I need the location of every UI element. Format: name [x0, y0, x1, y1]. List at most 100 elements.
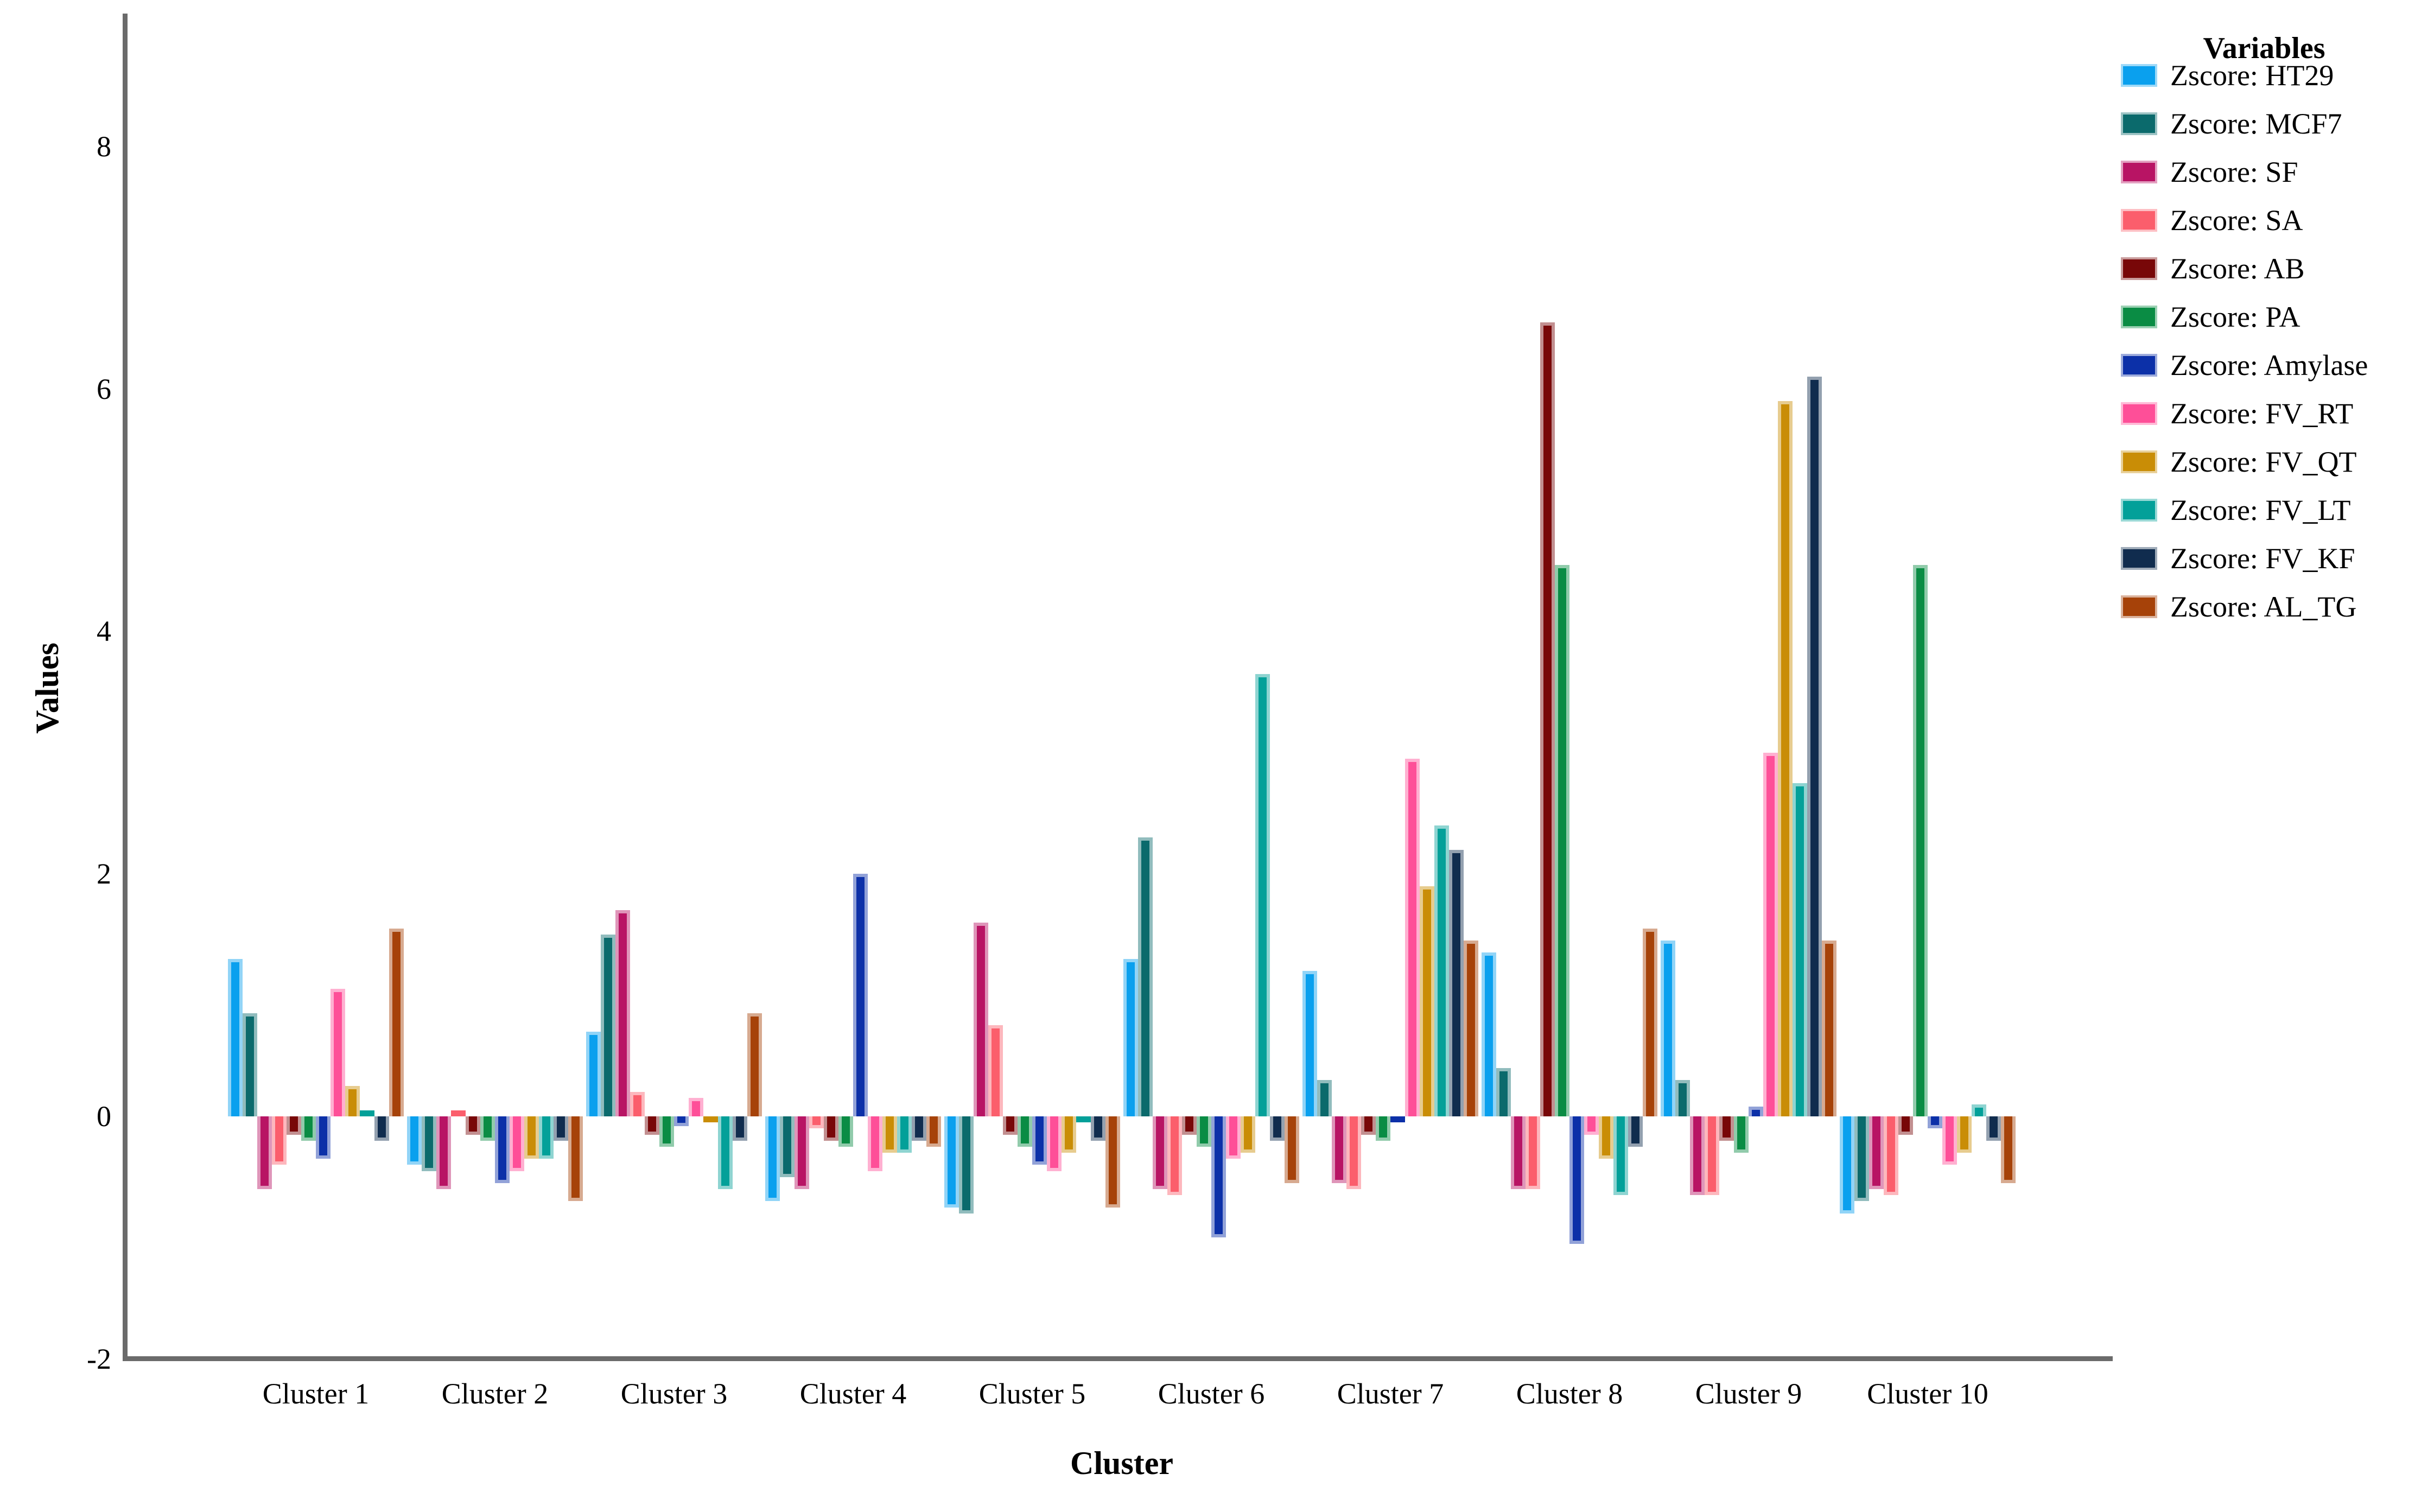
bar [1018, 1116, 1032, 1147]
bar [1105, 1116, 1120, 1208]
bar [1211, 1116, 1226, 1238]
bar [1928, 1116, 1942, 1129]
bar [1719, 1116, 1734, 1141]
bar [568, 1116, 583, 1202]
bar [1464, 941, 1478, 1116]
bar [1405, 758, 1420, 1116]
bar [287, 1116, 301, 1135]
x-tick-label: Cluster 1 [262, 1377, 370, 1410]
bar [495, 1116, 510, 1183]
bar [1555, 564, 1569, 1116]
bar [853, 874, 868, 1116]
bar [1913, 564, 1928, 1116]
bar [1153, 1116, 1167, 1190]
x-axis-title: Cluster [1070, 1445, 1173, 1481]
bar [1840, 1116, 1854, 1214]
bar [360, 1110, 374, 1116]
bar [2001, 1116, 2016, 1183]
bar [1705, 1116, 1719, 1196]
bar [1496, 1068, 1511, 1116]
y-tick-label: 8 [97, 130, 111, 163]
legend-label: Zscore: AB [2170, 252, 2305, 285]
legend-swatch-icon [2121, 595, 2157, 618]
bar [539, 1116, 554, 1159]
bar [316, 1116, 331, 1159]
bar [1661, 941, 1675, 1116]
x-tick-label: Cluster 10 [1867, 1377, 1988, 1410]
bar [407, 1116, 422, 1165]
bar [1003, 1116, 1018, 1135]
x-tick-label: Cluster 6 [1158, 1377, 1265, 1410]
bar [1346, 1116, 1361, 1190]
bar [703, 1116, 718, 1123]
bar [1361, 1116, 1376, 1135]
bar [1241, 1116, 1255, 1153]
bar [1285, 1116, 1299, 1183]
bar [1613, 1116, 1628, 1196]
bar [554, 1116, 568, 1141]
x-tick-label: Cluster 9 [1695, 1377, 1802, 1410]
bar [1675, 1079, 1690, 1116]
x-tick-label: Cluster 3 [620, 1377, 728, 1410]
legend-label: Zscore: FV_QT [2170, 446, 2357, 478]
bar [586, 1031, 601, 1116]
bar [1270, 1116, 1285, 1141]
legend-item: Zscore: HT29 [2121, 61, 2368, 90]
bar [389, 928, 404, 1116]
legend-items: Zscore: HT29 Zscore: MCF7 Zscore: SF Zscore… [2121, 61, 2368, 623]
bar [838, 1116, 853, 1147]
legend-swatch-icon [2121, 64, 2157, 87]
y-tick-label: 2 [97, 857, 111, 891]
y-axis-title: Values [29, 643, 65, 734]
legend-item: Zscore: SA [2121, 206, 2368, 235]
bar [1076, 1116, 1091, 1123]
bar [1584, 1116, 1599, 1135]
bar [1317, 1079, 1332, 1116]
bar [510, 1116, 524, 1171]
bar [1255, 674, 1270, 1116]
bar [1869, 1116, 1884, 1190]
bar [1390, 1116, 1405, 1123]
bar [645, 1116, 659, 1135]
bar [1569, 1116, 1584, 1244]
bar [1793, 783, 1807, 1116]
bar [1482, 952, 1496, 1116]
bar [1972, 1104, 1986, 1116]
bar [228, 958, 243, 1116]
bar [689, 1098, 703, 1116]
bar [345, 1086, 360, 1116]
bar [1599, 1116, 1613, 1159]
legend-item: Zscore: AB [2121, 252, 2368, 285]
bar [1138, 837, 1153, 1116]
bar [1957, 1116, 1972, 1153]
legend-item: Zscore: FV_RT [2121, 399, 2368, 428]
bar [272, 1116, 287, 1165]
bar [1376, 1116, 1390, 1141]
bar [630, 1092, 645, 1116]
bar [765, 1116, 780, 1202]
bar [436, 1116, 451, 1190]
x-tick-label: Cluster 2 [441, 1377, 549, 1410]
bar [1032, 1116, 1047, 1165]
legend-swatch-icon [2121, 402, 2157, 425]
bar [780, 1116, 795, 1177]
bar [824, 1116, 838, 1141]
y-tick-label: -2 [87, 1342, 111, 1375]
bar [601, 934, 615, 1116]
bar [243, 1013, 257, 1116]
legend-swatch-icon [2121, 499, 2157, 522]
bar [1628, 1116, 1643, 1147]
bar [1182, 1116, 1197, 1135]
legend-swatch-icon [2121, 209, 2157, 232]
bar [524, 1116, 539, 1159]
bar [926, 1116, 941, 1147]
x-tick-label: Cluster 4 [799, 1377, 907, 1410]
bar [718, 1116, 733, 1190]
legend-item: Zscore: MCF7 [2121, 109, 2368, 138]
legend-swatch-icon [2121, 112, 2157, 135]
legend-label: Zscore: AL_TG [2170, 590, 2357, 623]
bar [480, 1116, 495, 1141]
bar [301, 1116, 316, 1141]
bar [747, 1013, 762, 1116]
legend-swatch-icon [2121, 257, 2157, 280]
